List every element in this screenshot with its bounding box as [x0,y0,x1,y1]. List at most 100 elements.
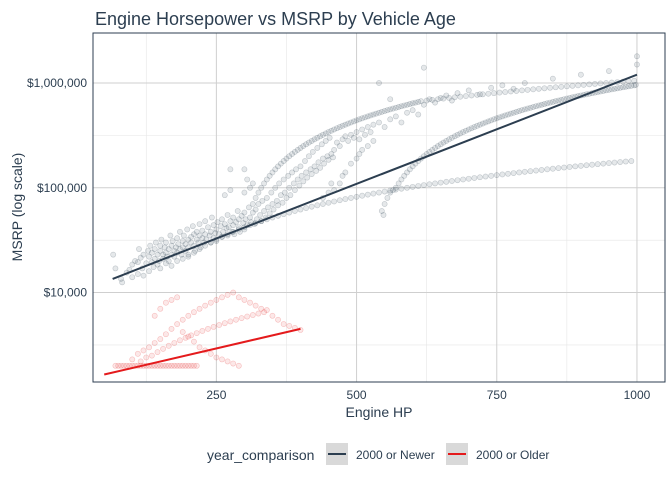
point-newer [632,81,639,88]
point-newer [471,175,478,181]
point-newer [173,244,179,251]
point-newer [213,226,220,233]
point-older [263,307,270,313]
point-older [120,362,127,369]
point-newer [524,105,531,112]
axis-layer: 250 500 750 1000 $10,000 $100,000 $1,000,000 [27,76,651,402]
point-newer [561,164,567,171]
point-newer [538,167,545,173]
point-newer [547,99,553,106]
point-newer [304,174,311,181]
point-older [151,312,158,319]
point-newer [283,195,290,201]
point-newer [227,218,234,225]
point-newer [258,184,265,191]
point-newer [577,71,584,78]
point-newer [451,133,458,140]
point-newer [420,64,427,71]
point-newer [353,117,360,124]
trend-line-newer [112,73,638,280]
point-newer [249,209,256,216]
point-newer [174,258,181,264]
point-older [219,356,225,363]
point-newer [544,100,551,107]
point-newer [165,246,172,252]
point-older [174,294,181,301]
point-newer [245,204,252,211]
point-newer [376,119,382,126]
point-newer [247,184,253,191]
point-newer [530,86,537,93]
point-newer [491,90,497,97]
point-newer [409,100,416,107]
point-older [179,329,186,335]
point-newer [134,271,141,277]
point-older [115,362,122,369]
point-newer [510,170,517,177]
point-newer [418,98,424,105]
point-newer [163,239,169,246]
point-newer [350,118,357,125]
point-newer [320,131,326,138]
point-newer [336,124,343,130]
point-newer [370,138,377,144]
point-older [174,362,181,369]
point-newer [634,53,640,60]
point-newer [328,180,335,187]
point-newer [280,176,287,183]
point-newer [240,220,247,226]
point-newer [398,119,405,126]
point-newer [412,99,419,106]
point-newer [227,166,234,173]
point-newer [488,117,495,124]
point-newer [180,232,187,239]
point-older [280,321,287,327]
point-newer [631,82,638,89]
point-newer [309,148,316,155]
point-older [185,333,192,340]
point-newer [324,153,331,160]
point-newer [392,186,399,193]
point-newer [555,165,562,172]
point-older [235,294,242,301]
point-newer [404,101,410,108]
point-older [193,330,200,337]
point-newer [465,175,472,182]
chart-title: Engine Horsepower vs MSRP by Vehicle Age [95,9,456,29]
point-newer [241,189,248,196]
point-newer [443,138,450,144]
point-newer [350,134,357,141]
point-newer [165,258,172,264]
point-newer [493,172,500,179]
point-newer [510,85,517,92]
point-newer [275,202,281,209]
point-newer [488,84,495,91]
point-newer [468,92,475,99]
point-newer [297,145,304,151]
point-older [255,310,262,317]
point-older [168,362,175,369]
point-newer [356,136,363,143]
point-newer [331,126,338,133]
point-older [171,362,178,369]
point-newer [606,68,612,74]
point-newer [429,96,436,103]
point-newer [353,129,360,135]
point-newer [307,166,314,173]
legend-label-newer: 2000 or Newer [356,448,435,462]
point-newer [457,93,464,100]
x-tick-label: 750 [487,388,507,402]
point-newer [191,249,197,256]
point-newer [401,102,408,109]
point-newer [474,91,481,98]
y-tick-label: $10,000 [44,286,88,300]
point-newer [614,85,621,92]
point-older [244,313,251,320]
point-newer [325,156,332,163]
point-newer [160,251,166,258]
point-newer [345,138,352,144]
point-newer [274,197,280,204]
point-newer [443,92,450,99]
point-newer [437,95,444,101]
point-newer [342,169,349,176]
